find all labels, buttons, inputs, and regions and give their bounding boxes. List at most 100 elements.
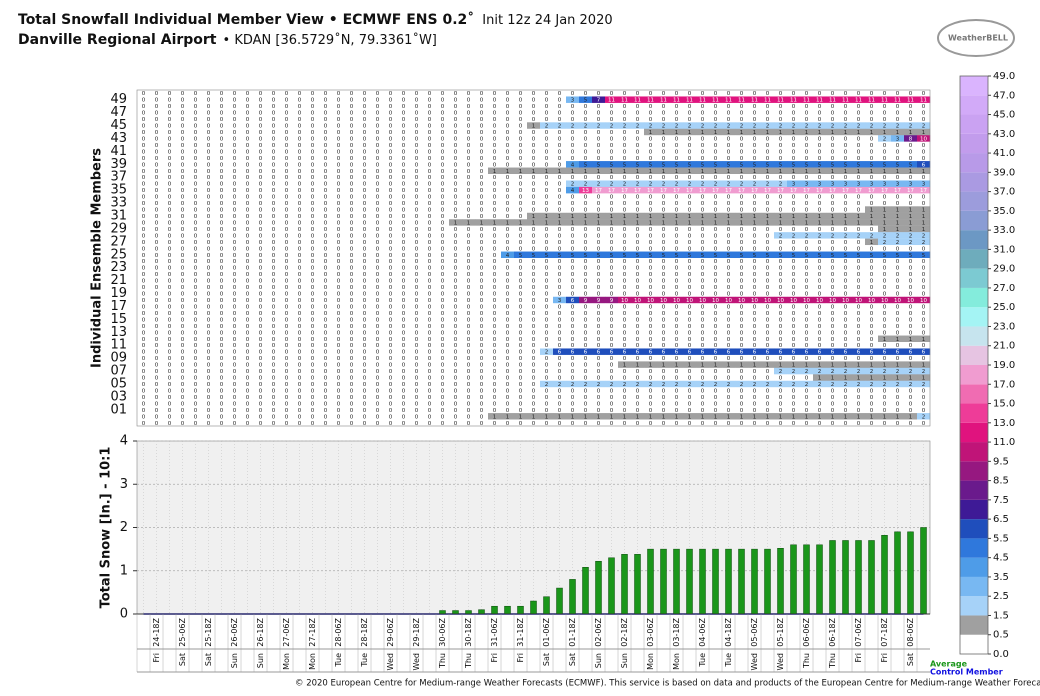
heatmap-cell xyxy=(280,161,294,168)
heatmap-cell xyxy=(462,141,476,149)
cell-value: 0 xyxy=(298,266,302,272)
heatmap-cell xyxy=(527,348,541,356)
cell-value: 0 xyxy=(532,175,536,181)
heatmap-cell xyxy=(475,148,489,155)
cell-value: 0 xyxy=(298,324,302,330)
cell-value: 0 xyxy=(454,298,458,304)
heatmap-cell xyxy=(683,109,697,117)
heatmap-cell xyxy=(410,335,424,343)
heatmap-cell xyxy=(423,148,437,155)
cell-value: 0 xyxy=(636,208,640,214)
heatmap-cell xyxy=(397,180,411,188)
heatmap-cell xyxy=(891,258,905,265)
heatmap-cell xyxy=(345,303,359,310)
cell-value: 0 xyxy=(597,175,601,181)
heatmap-cell xyxy=(488,206,502,213)
heatmap-cell xyxy=(150,167,164,175)
cell-value: 1 xyxy=(766,214,770,220)
heatmap-cell xyxy=(371,303,385,310)
heatmap-cell xyxy=(228,193,242,201)
cell-value: 0 xyxy=(844,195,848,201)
cell-value: 0 xyxy=(753,156,757,162)
heatmap-cell xyxy=(267,90,281,97)
cell-value: 0 xyxy=(636,136,640,142)
cell-value: 0 xyxy=(597,208,601,214)
cell-value: 0 xyxy=(558,149,562,155)
cell-value: 5 xyxy=(571,253,575,259)
cell-value: 0 xyxy=(675,143,679,149)
heatmap-cell xyxy=(670,90,684,97)
heatmap-cell xyxy=(761,232,775,239)
heatmap-cell xyxy=(501,232,515,239)
cell-value: 0 xyxy=(519,227,523,233)
heatmap-cell xyxy=(423,186,437,194)
cell-value: 0 xyxy=(155,156,159,162)
cell-value: 2 xyxy=(779,233,783,239)
heatmap-cell xyxy=(566,245,580,252)
heatmap-cell xyxy=(904,316,918,323)
cell-value: 0 xyxy=(831,317,835,323)
cell-value: 0 xyxy=(636,246,640,252)
cell-value: 0 xyxy=(506,298,510,304)
heatmap-cell xyxy=(839,199,853,207)
cell-value: 0 xyxy=(701,324,705,330)
cell-value: 0 xyxy=(558,330,562,336)
heatmap-cell xyxy=(852,206,866,213)
heatmap-cell xyxy=(839,154,853,162)
heatmap-cell xyxy=(423,296,437,304)
cell-value: 1 xyxy=(558,220,562,226)
cell-value: 0 xyxy=(519,259,523,265)
heatmap-cell xyxy=(423,161,437,168)
heatmap-cell xyxy=(826,199,840,207)
cell-value: 0 xyxy=(376,337,380,343)
heatmap-cell xyxy=(163,122,177,129)
heatmap-cell xyxy=(657,232,671,239)
cell-value: 0 xyxy=(584,285,588,291)
cell-value: 0 xyxy=(376,149,380,155)
heatmap-cell xyxy=(150,348,164,356)
heatmap-cell xyxy=(592,199,606,207)
heatmap-cell xyxy=(241,90,255,97)
heatmap-cell xyxy=(436,348,450,356)
heatmap-cell xyxy=(748,322,762,330)
heatmap-cell xyxy=(904,264,918,272)
heatmap-cell xyxy=(917,135,931,142)
heatmap-cell xyxy=(332,322,346,330)
heatmap-cell xyxy=(163,342,177,349)
heatmap-cell xyxy=(332,96,346,104)
heatmap-cell xyxy=(293,296,307,304)
heatmap-cell xyxy=(163,115,177,123)
heatmap-cell xyxy=(306,219,320,226)
cell-value: 0 xyxy=(350,195,354,201)
heatmap-cell xyxy=(904,206,918,213)
cell-value: 0 xyxy=(363,246,367,252)
heatmap-cell xyxy=(696,167,710,175)
heatmap-cell xyxy=(852,342,866,349)
cell-value: 0 xyxy=(714,175,718,181)
cell-value: 0 xyxy=(662,233,666,239)
cell-value: 0 xyxy=(363,298,367,304)
heatmap-cell xyxy=(865,212,879,220)
heatmap-cell xyxy=(618,348,632,356)
heatmap-cell xyxy=(618,148,632,155)
heatmap-cell xyxy=(150,232,164,239)
heatmap-cell xyxy=(722,161,736,168)
cell-value: 0 xyxy=(922,330,926,336)
cell-value: 0 xyxy=(402,104,406,110)
cell-value: 0 xyxy=(246,91,250,97)
cell-value: 0 xyxy=(662,311,666,317)
heatmap-cell xyxy=(722,329,736,336)
heatmap-cell xyxy=(384,270,398,278)
heatmap-cell xyxy=(826,115,840,123)
cell-value: 0 xyxy=(441,246,445,252)
cell-value: 0 xyxy=(519,124,523,130)
heatmap-cell xyxy=(800,270,814,278)
cell-value: 0 xyxy=(285,285,289,291)
cell-value: 0 xyxy=(220,227,224,233)
heatmap-cell xyxy=(904,115,918,123)
heatmap-cell xyxy=(215,193,229,201)
heatmap-cell xyxy=(696,122,710,129)
cell-value: 0 xyxy=(792,227,796,233)
cell-value: 10 xyxy=(829,298,836,304)
heatmap-cell xyxy=(501,212,515,220)
